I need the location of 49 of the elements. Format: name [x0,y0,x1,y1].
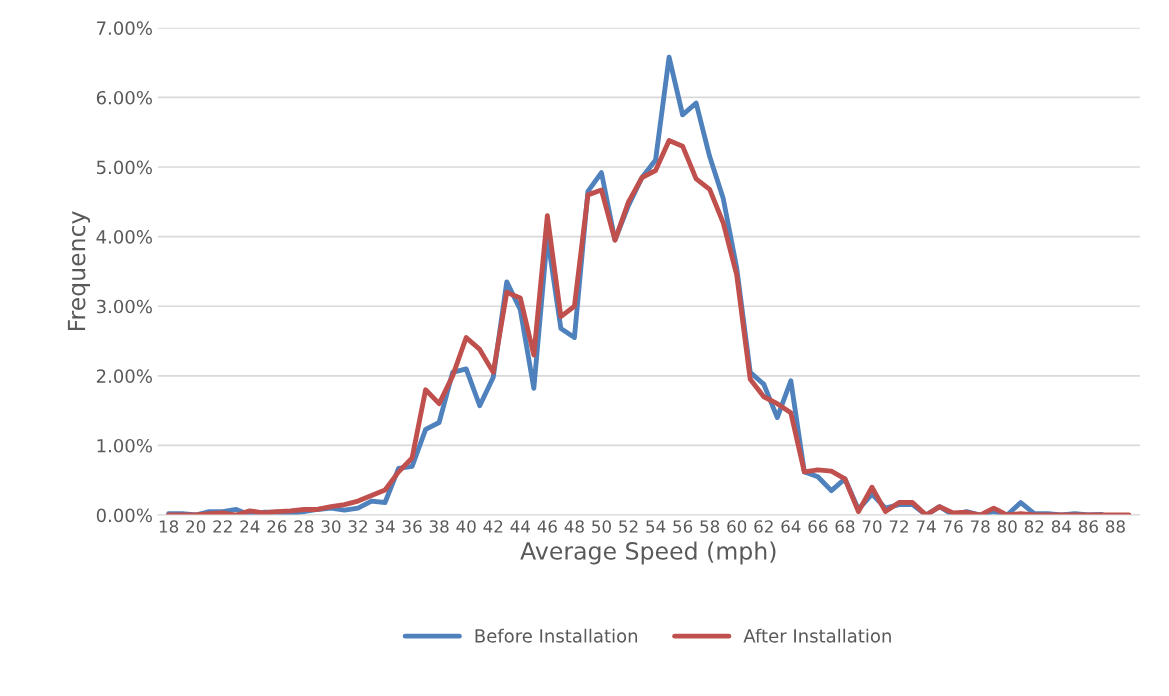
x-tick-label: 18 [159,520,179,533]
x-tick-label: 30 [321,520,341,533]
x-tick-label: 52 [619,520,638,533]
x-tick-label: 82 [1024,520,1044,533]
y-tick-label: 4.00% [96,230,152,244]
x-tick-label: 68 [835,520,855,533]
x-tick-label: 54 [646,520,666,533]
x-tick-label: 20 [186,520,206,533]
x-tick-label: 50 [592,520,611,533]
x-tick-label: 58 [700,520,720,533]
x-tick-label: 70 [862,520,882,533]
x-tick-label: 32 [348,520,367,533]
x-tick-label: 64 [781,520,801,533]
x-tick-label: 44 [510,520,530,533]
x-tick-label: 76 [943,520,963,533]
y-tick-label: 5.00% [96,160,152,175]
x-tick-label: 48 [564,520,584,533]
y-tick-label: 7.00% [97,21,152,35]
x-tick-label: 28 [294,520,314,533]
x-tick-label: 60 [727,520,747,533]
x-tick-label: 46 [537,520,557,533]
x-tick-label: 74 [916,520,936,533]
x-tick-label: 84 [1051,520,1071,533]
x-tick-label: 42 [483,520,503,533]
x-tick-label: 36 [402,520,422,533]
y-axis-title: Frequency [67,211,91,331]
x-tick-label: 40 [456,520,476,533]
x-tick-label: 66 [808,520,828,533]
x-tick-label: 22 [213,520,232,533]
x-tick-label: 56 [673,520,693,533]
x-tick-label: 34 [375,520,395,533]
x-tick-label: 72 [889,520,908,533]
x-tick-label: 86 [1078,520,1098,533]
x-axis-title: Average Speed (mph) [520,541,776,565]
x-tick-label: 62 [754,520,773,533]
x-tick-label: 26 [267,520,287,533]
y-tick-label: 0.00% [96,508,152,523]
legend-label: Before Installation [475,628,638,643]
y-tick-label: 2.00% [96,369,152,383]
y-tick-label: 3.00% [96,299,152,314]
y-tick-label: 6.00% [96,90,152,105]
x-tick-label: 88 [1105,520,1125,533]
x-tick-label: 38 [429,520,449,533]
y-tick-label: 1.00% [97,438,152,453]
x-tick-label: 78 [970,520,990,533]
legend-label: After Installation [743,628,891,643]
line-series [166,138,1132,516]
x-tick-label: 24 [240,520,260,533]
x-tick-label: 80 [997,520,1017,533]
